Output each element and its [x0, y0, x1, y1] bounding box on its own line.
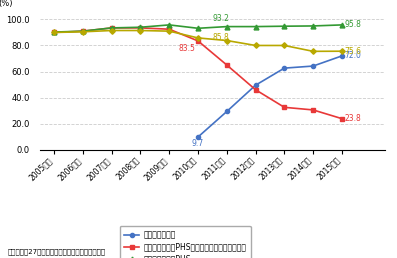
固定電話: [339, 50, 344, 53]
固定電話: [81, 30, 85, 33]
固定電話: [311, 50, 316, 53]
Text: 72.0: 72.0: [345, 51, 362, 60]
Text: 85.8: 85.8: [212, 34, 229, 42]
スマートフォン: [282, 67, 287, 70]
Text: (%): (%): [0, 0, 13, 7]
携帯電話またはPHS: [224, 25, 229, 28]
スマートフォン: [339, 54, 344, 58]
スマートフォン: [311, 64, 316, 68]
固定電話: [224, 39, 229, 42]
携帯電話またはPHS（スマートフォンを除く）: [167, 28, 172, 31]
携帯電話またはPHS（スマートフォンを除く）: [311, 108, 316, 111]
スマートフォン: [253, 84, 258, 87]
スマートフォン: [224, 110, 229, 113]
携帯電話またはPHS（スマートフォンを除く）: [52, 31, 56, 34]
携帯電話またはPHS: [311, 25, 316, 28]
Line: 携帯電話またはPHS: 携帯電話またはPHS: [52, 22, 344, 35]
固定電話: [138, 29, 143, 32]
携帯電話またはPHS: [339, 23, 344, 27]
固定電話: [52, 31, 56, 34]
携帯電話またはPHS（スマートフォンを除く）: [138, 26, 143, 29]
スマートフォン: [196, 135, 200, 139]
携帯電話またはPHS（スマートフォンを除く）: [339, 117, 344, 120]
携帯電話またはPHS（スマートフォンを除く）: [282, 106, 287, 109]
携帯電話またはPHS: [282, 25, 287, 28]
携帯電話またはPHS: [196, 27, 200, 30]
携帯電話またはPHS（スマートフォンを除く）: [196, 39, 200, 43]
固定電話: [109, 29, 114, 32]
Text: 23.8: 23.8: [345, 114, 362, 123]
携帯電話またはPHS（スマートフォンを除く）: [253, 88, 258, 91]
携帯電話またはPHS（スマートフォンを除く）: [224, 63, 229, 67]
携帯電話またはPHS（スマートフォンを除く）: [109, 26, 114, 29]
Text: 9.7: 9.7: [192, 139, 204, 148]
Text: 93.2: 93.2: [212, 14, 229, 23]
Text: 83.5: 83.5: [178, 44, 195, 53]
Text: 75.6: 75.6: [345, 47, 362, 56]
携帯電話またはPHS: [138, 26, 143, 29]
Line: 携帯電話またはPHS（スマートフォンを除く）: 携帯電話またはPHS（スマートフォンを除く）: [52, 26, 344, 121]
携帯電話またはPHS: [81, 30, 85, 33]
携帯電話またはPHS: [52, 30, 56, 34]
携帯電話またはPHS（スマートフォンを除く）: [81, 30, 85, 33]
固定電話: [282, 44, 287, 47]
固定電話: [253, 44, 258, 47]
Text: 95.8: 95.8: [345, 20, 362, 29]
Line: スマートフォン: スマートフォン: [196, 54, 344, 139]
固定電話: [167, 30, 172, 33]
Line: 固定電話: 固定電話: [52, 29, 344, 53]
携帯電話またはPHS: [109, 26, 114, 29]
携帯電話またはPHS: [253, 25, 258, 28]
携帯電話またはPHS: [167, 23, 172, 27]
Legend: スマートフォン, 携帯電話またはPHS（スマートフォンを除く）, 携帯電話またはPHS, 固定電話: スマートフォン, 携帯電話またはPHS（スマートフォンを除く）, 携帯電話または…: [119, 226, 251, 258]
Text: 資料）平成27年情報通信白書より国土交通省作成: 資料）平成27年情報通信白書より国土交通省作成: [8, 249, 106, 255]
固定電話: [196, 36, 200, 39]
